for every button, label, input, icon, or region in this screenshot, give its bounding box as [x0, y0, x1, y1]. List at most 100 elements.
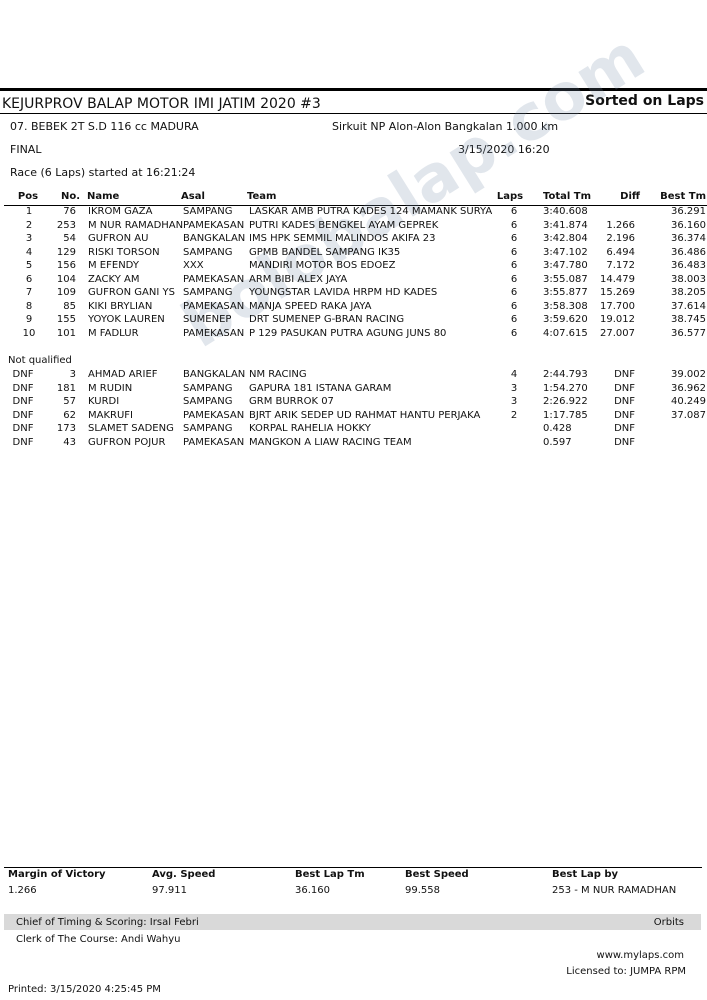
pos-cell: 5	[25, 260, 33, 271]
best-time-cell: 37.614	[671, 300, 706, 312]
total-time-cell: 3:42.804	[543, 233, 588, 244]
origin-cell: SAMPANG	[183, 423, 233, 434]
origin-cell: SAMPANG	[183, 206, 233, 217]
origin-cell: PAMEKASAN	[183, 409, 245, 421]
number-cell: 43	[63, 436, 76, 448]
total-time-cell: 3:47.102	[543, 246, 588, 258]
team-cell: GAPURA 181 ISTANA GARAM	[249, 382, 392, 394]
diff-cell: 2.196	[606, 233, 635, 244]
team-cell: MANGKON A LIAW RACING TEAM	[249, 436, 412, 448]
best-time-cell: 37.087	[671, 409, 706, 421]
diff-cell: 6.494	[606, 246, 635, 258]
column-header: Name	[87, 191, 120, 202]
team-cell: ARM BIBI ALEX JAYA	[249, 273, 348, 285]
number-cell: 253	[56, 219, 76, 231]
laps-cell: 6	[510, 300, 518, 312]
number-cell: 101	[56, 327, 76, 339]
name-cell: GUFRON AU	[88, 233, 149, 244]
total-time-cell: 3:55.087	[543, 273, 588, 285]
pos-cell: 9	[25, 314, 33, 325]
total-time-cell: 2:44.793	[543, 369, 588, 380]
number-cell: 109	[56, 287, 76, 298]
number-cell: 129	[56, 246, 76, 258]
clerk: Clerk of The Course: Andi Wahyu	[16, 934, 181, 945]
best-time-cell: 36.962	[671, 382, 706, 394]
pos-cell: DNF	[12, 409, 34, 421]
pos-cell: 4	[25, 246, 33, 258]
title: KEJURPROV BALAP MOTOR IMI JATIM 2020 #3	[2, 96, 321, 112]
sort-label: Sorted on Laps	[585, 93, 704, 109]
diff-cell: DNF	[614, 423, 635, 434]
diff-cell: 19.012	[600, 314, 635, 325]
origin-cell: PAMEKASAN	[183, 327, 245, 339]
team-cell: P 129 PASUKAN PUTRA AGUNG JUNS 80	[249, 327, 447, 339]
team-cell: PUTRI KADES BENGKEL AYAM GEPREK	[249, 219, 439, 231]
name-cell: M EFENDY	[88, 260, 139, 271]
number-cell: 85	[63, 300, 76, 312]
name-cell: MAKRUFI	[88, 409, 133, 421]
total-time-cell: 1:54.270	[543, 382, 588, 394]
team-cell: IMS HPK SEMMIL MALINDOS AKIFA 23	[249, 233, 436, 244]
team-cell: GRM BURROK 07	[249, 396, 334, 407]
origin-cell: SAMPANG	[183, 246, 233, 258]
name-cell: ZACKY AM	[88, 273, 140, 285]
session: FINAL	[10, 143, 42, 156]
circuit: Sirkuit NP Alon-Alon Bangkalan 1.000 km	[332, 120, 559, 133]
best-time-cell: 36.160	[671, 219, 706, 231]
team-cell: MANJA SPEED RAKA JAYA	[249, 300, 372, 312]
summary-value: 253 - M NUR RAMADHAN	[552, 885, 677, 896]
total-time-cell: 4:07.615	[543, 327, 588, 339]
diff-cell: DNF	[614, 409, 635, 421]
best-time-cell: 36.486	[671, 246, 706, 258]
laps-cell: 6	[510, 287, 518, 298]
origin-cell: PAMEKASAN	[183, 273, 245, 285]
pos-cell: 7	[25, 287, 33, 298]
website: www.mylaps.com	[596, 950, 684, 961]
origin-cell: PAMEKASAN	[183, 219, 245, 231]
origin-cell: SAMPANG	[183, 287, 233, 298]
total-time-cell: 3:41.874	[543, 219, 588, 231]
laps-cell: 6	[510, 314, 518, 325]
name-cell: KIKI BRYLIAN	[88, 300, 153, 312]
origin-cell: SAMPANG	[183, 382, 233, 394]
best-time-cell: 36.483	[671, 260, 706, 271]
column-header: Team	[247, 191, 277, 202]
race-info: Race (6 Laps) started at 16:21:24	[10, 166, 196, 179]
best-time-cell: 39.002	[671, 369, 706, 380]
number-cell: 57	[63, 396, 76, 407]
number-cell: 173	[56, 423, 76, 434]
diff-cell: DNF	[614, 436, 635, 448]
license: Licensed to: JUMPA RPM	[566, 966, 686, 977]
total-time-cell: 3:47.780	[543, 260, 588, 271]
pos-cell: 10	[22, 327, 36, 339]
column-header: Best Tm	[660, 191, 706, 202]
summary-label: Best Speed	[405, 869, 469, 880]
laps-cell: 3	[510, 382, 518, 394]
team-cell: BJRT ARIK SEDEP UD RAHMAT HANTU PERJAKA	[249, 409, 481, 421]
summary-rule	[4, 867, 702, 868]
pos-cell: 1	[25, 206, 33, 217]
name-cell: M RUDIN	[88, 382, 133, 394]
total-time-cell: 3:40.608	[543, 206, 588, 217]
printed: Printed: 3/15/2020 4:25:45 PM	[8, 984, 161, 995]
name-cell: YOYOK LAUREN	[88, 314, 165, 325]
summary-value: 97.911	[152, 885, 187, 896]
origin-cell: BANGKALAN	[183, 369, 246, 380]
summary-label: Best Lap Tm	[295, 869, 365, 880]
summary-label: Avg. Speed	[152, 869, 216, 880]
number-cell: 181	[56, 382, 76, 394]
column-header: Total Tm	[543, 191, 592, 202]
laps-cell: 6	[510, 327, 518, 339]
diff-cell: 17.700	[600, 300, 635, 312]
summary-value: 36.160	[295, 885, 330, 896]
laps-cell: 6	[510, 206, 518, 217]
date: 3/15/2020 16:20	[458, 143, 550, 156]
pos-cell: 2	[25, 219, 33, 231]
best-time-cell: 40.249	[671, 396, 706, 407]
laps-cell: 6	[510, 260, 518, 271]
total-time-cell: 3:59.620	[543, 314, 588, 325]
name-cell: SLAMET SADENG	[88, 423, 174, 434]
number-cell: 104	[56, 273, 76, 285]
best-time-cell: 36.291	[671, 206, 706, 217]
diff-cell: 15.269	[600, 287, 635, 298]
